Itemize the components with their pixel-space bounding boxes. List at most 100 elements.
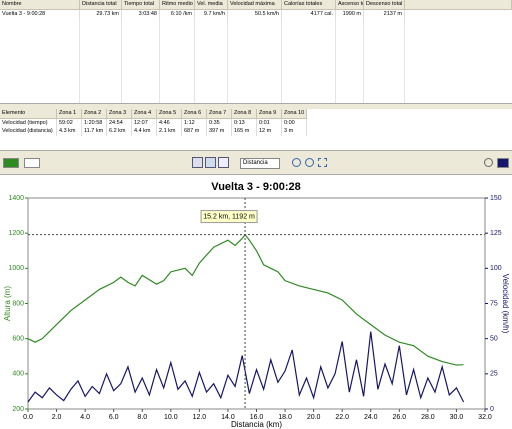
column-header: Vel. media [195,0,228,10]
cell: 29.73 km [80,10,122,19]
column-line [122,10,160,103]
column-header: Tiempo total [122,0,160,10]
cell: Vuelta 3 - 9:00:28 [0,10,80,19]
cell: 6:10 /km [160,10,195,19]
annotation-box [200,210,258,224]
x-tick-label: 24.0 [364,414,378,421]
column-line [0,10,80,103]
summary-table: Nombre Distancia total Tiempo total Ritmo m… [0,0,512,104]
cell: 12 m [257,127,282,136]
y-tick-label: 400 [12,371,24,378]
x-tick-label: 20.0 [307,414,321,421]
splitter[interactable] [0,104,512,109]
column-header: Velocidad máxima [228,0,282,10]
cell: 1:12 [182,119,207,128]
y-tick-label: 600 [12,336,24,343]
y-tick-label: 1400 [8,195,24,202]
cell: 0:35 [207,119,232,128]
data-line [27,331,465,403]
column-header: Zona 9 [257,109,282,119]
cell: Velocidad (distancia) [0,127,57,136]
cell: 687 m [182,127,207,136]
cell: 2137 m [364,10,405,19]
y-tick-label: 800 [12,300,24,307]
cell: 3:03:48 [122,10,160,19]
x-mode-dropdown[interactable]: Distancia [240,158,280,169]
zoom-fit[interactable] [318,158,327,167]
series-dropdown[interactable] [497,158,509,168]
column-header: Zona 6 [182,109,207,119]
x-tick-label: 18.0 [278,414,292,421]
data-line [27,233,464,366]
column-header: Elemento [0,109,57,119]
y2-tick-label: 150 [490,195,502,202]
cell: 4:46 [157,119,182,128]
chart-title: Vuelta 3 - 9:00:28 [211,181,300,193]
column-header: Zona 2 [82,109,107,119]
x-tick-label: 26.0 [393,414,407,421]
color-button[interactable] [3,158,19,168]
column-header: Zona 5 [157,109,182,119]
y-axis-label: Altura (m) [3,286,12,321]
view-button[interactable] [192,157,203,168]
zones-table: Elemento Zona 1 Zona 2 Zona 3 Zona 4 Zona 5 Zo… [0,109,512,151]
x-tick-label: 32.0 [478,414,492,421]
plot-area [27,197,486,410]
y2-tick-label: 0 [490,406,494,413]
x-tick-label: 0.0 [23,414,33,421]
y2-tick-label: 75 [490,300,498,307]
cell: 1:20:58 [82,119,107,128]
column-header: Zona 4 [132,109,157,119]
column-header: Nombre [0,0,80,10]
column-line [195,10,228,103]
cell: 4177 cal. [282,10,336,19]
settings[interactable] [484,158,493,167]
y2-tick-label: 100 [490,265,502,272]
y-tick-label: 200 [12,406,24,413]
cell: 165 m [232,127,257,136]
x-axis-label: Distancia (km) [231,420,282,429]
style-dropdown[interactable] [24,158,40,168]
column-line [336,10,364,103]
y2-tick-label: 25 [490,371,498,378]
cell: 2.1 km [157,127,182,136]
x-tick-label: 10.0 [164,414,178,421]
x-tick-label: 14.0 [221,414,235,421]
toolbar: Distancia [0,151,512,175]
x-tick-label: 6.0 [109,414,119,421]
column-header: Zona 1 [57,109,82,119]
column-header: Zona 10 [282,109,307,119]
x-tick-label: 22.0 [335,414,349,421]
column-header: Zona 8 [232,109,257,119]
x-tick-label: 16.0 [250,414,264,421]
zoom-in[interactable] [292,158,301,167]
cell: 4.4 km [132,127,157,136]
x-tick-label: 28.0 [421,414,435,421]
column-header [405,0,512,10]
zoom-out[interactable] [305,158,314,167]
column-line [364,10,405,103]
view-button[interactable] [205,157,216,168]
cell: 9.7 km/h [195,10,228,19]
x-tick-label: 4.0 [80,414,90,421]
column-header: Zona 3 [107,109,132,119]
view-button[interactable] [218,157,229,168]
cell: 0:00 [282,119,307,128]
cell: 50.5 km/h [228,10,282,19]
cell: 3 m [282,127,307,136]
cell: 24:54 [107,119,132,128]
cell: 0:13 [232,119,257,128]
column-header: Distancia total [80,0,122,10]
x-tick-label: 8.0 [137,414,147,421]
cell: Velocidad (tiempo) [0,119,57,128]
y2-axis-label: Velocidad (km/h) [501,274,510,334]
column-line [160,10,195,103]
column-header: Ritmo medio [160,0,195,10]
cell: 4.3 km [57,127,82,136]
cell: 59:02 [57,119,82,128]
column-header: Ascenso total [336,0,364,10]
y2-tick-label: 125 [490,230,502,237]
cell: 6.2 km [107,127,132,136]
cell: 11.7 km [82,127,107,136]
